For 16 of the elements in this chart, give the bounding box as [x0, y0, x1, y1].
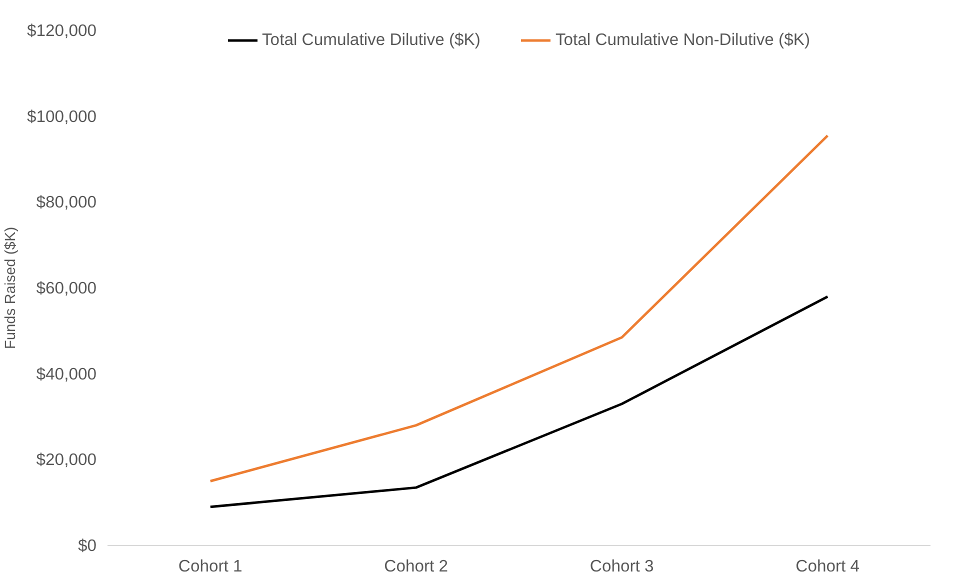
x-tick-label: Cohort 1: [178, 556, 242, 576]
legend-label: Total Cumulative Non-Dilutive ($K): [555, 30, 810, 50]
y-tick-label: $100,000: [27, 106, 97, 126]
x-tick-label: Cohort 4: [796, 556, 860, 576]
y-tick-label: $20,000: [36, 450, 97, 470]
x-tick-label: Cohort 2: [384, 556, 448, 576]
y-axis-title: Funds Raised ($K): [3, 226, 20, 350]
line-series: [209, 295, 829, 508]
legend-label: Total Cumulative Dilutive ($K): [262, 30, 480, 50]
y-tick-label: $0: [78, 536, 97, 555]
y-tick-label: $80,000: [36, 192, 97, 212]
x-tick-label: Cohort 3: [590, 556, 654, 576]
y-tick-label: $40,000: [36, 364, 97, 384]
line-series: [209, 134, 829, 482]
y-tick-label: $120,000: [27, 21, 97, 40]
y-tick-label: $60,000: [36, 278, 97, 298]
